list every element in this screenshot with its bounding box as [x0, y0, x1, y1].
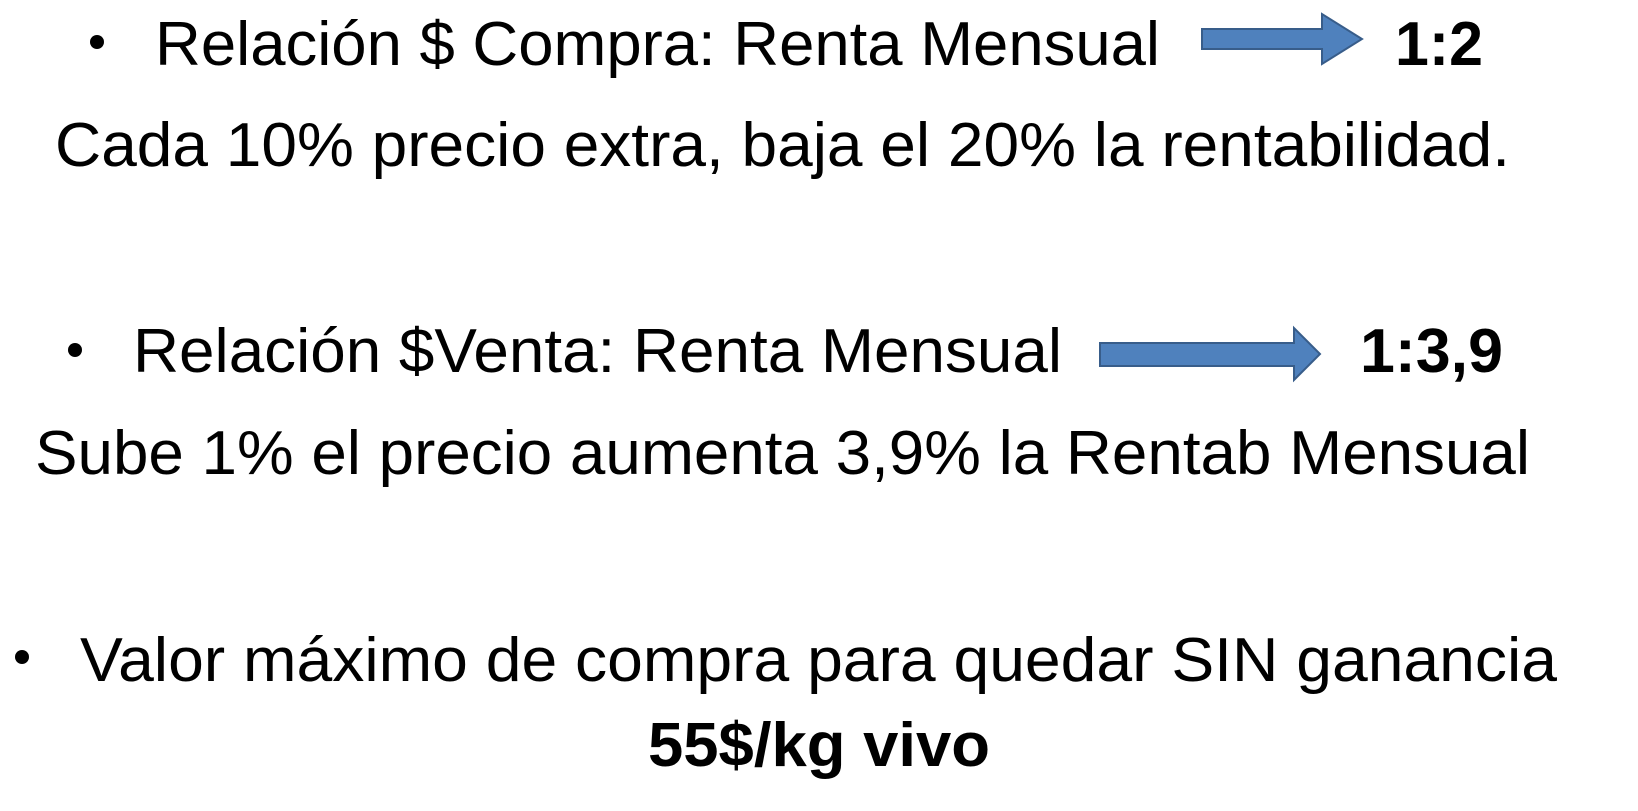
bullet [15, 650, 29, 664]
item-text: Relación $ Compra: Renta Mensual [155, 10, 1160, 79]
value: 55$/kg vivo [648, 711, 990, 780]
bullet [90, 35, 104, 49]
item-text: Relación $Venta: Renta Mensual [133, 317, 1062, 386]
item-text: Valor máximo de compra para quedar SIN g… [80, 626, 1558, 695]
bullet [68, 343, 82, 357]
ratio: 1:3,9 [1360, 317, 1503, 386]
note: Cada 10% precio extra, baja el 20% la re… [55, 111, 1510, 180]
arrow [1201, 12, 1364, 66]
arrow [1099, 325, 1322, 383]
ratio: 1:2 [1395, 10, 1483, 79]
note: Sube 1% el precio aumenta 3,9% la Rentab… [35, 419, 1530, 488]
